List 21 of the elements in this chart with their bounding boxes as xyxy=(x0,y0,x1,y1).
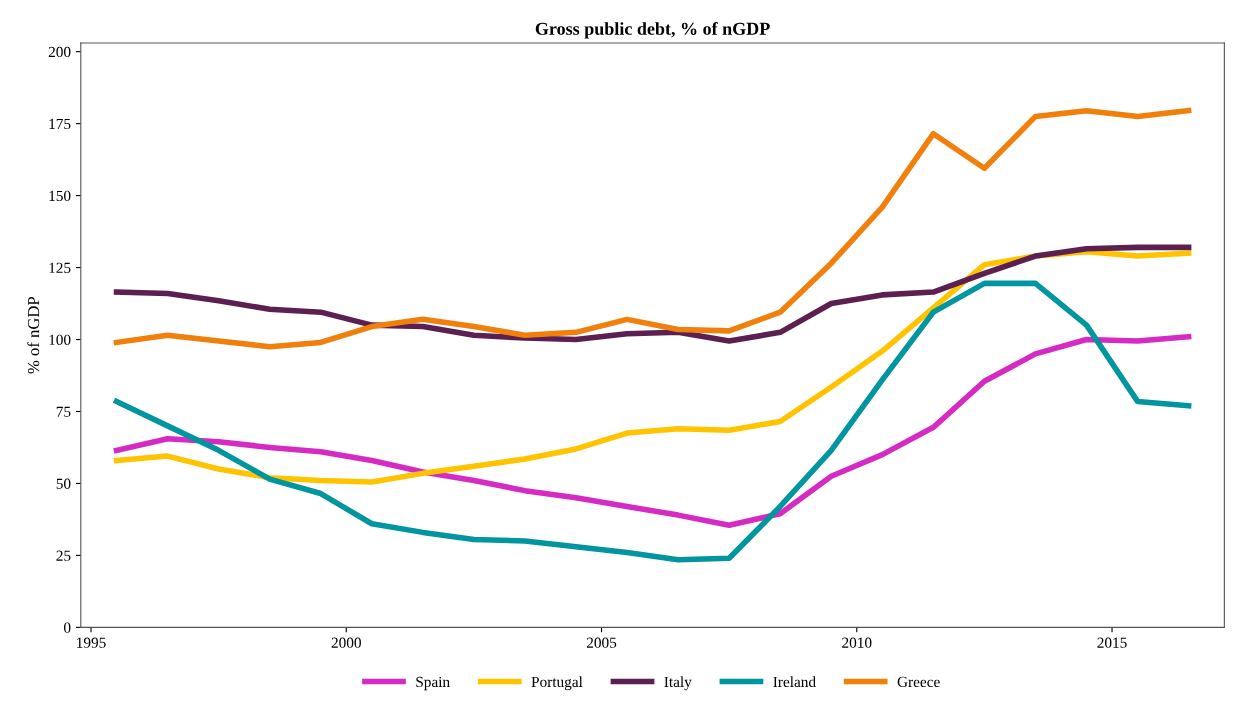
legend-label: Spain xyxy=(416,676,450,691)
x-tick-label: 2005 xyxy=(586,637,617,648)
x-tick-label: 2010 xyxy=(842,637,872,648)
y-tick-label: 50 xyxy=(56,478,71,489)
y-tick-label: 200 xyxy=(48,46,71,58)
legend-label: Portugal xyxy=(531,676,583,691)
y-tick-label: 100 xyxy=(49,334,71,345)
x-tick-label: 1995 xyxy=(77,637,106,648)
legend-label: Italy xyxy=(664,676,692,691)
y-tick-label: 175 xyxy=(49,118,71,130)
chart-title: Gross public debt, % of nGDP xyxy=(535,21,770,39)
legend-label: Ireland xyxy=(773,676,816,688)
y-tick-label: 25 xyxy=(56,550,71,561)
legend-label: Greece xyxy=(897,676,940,688)
y-tick-label: 75 xyxy=(56,406,71,417)
y-tick-label: 0 xyxy=(64,622,71,633)
x-tick-label: 2015 xyxy=(1097,637,1127,648)
y-tick-label: 125 xyxy=(49,262,71,273)
y-tick-label: 150 xyxy=(49,190,71,202)
y-axis-title: % of nGDP xyxy=(27,296,40,374)
x-tick-label: 2000 xyxy=(331,637,361,648)
